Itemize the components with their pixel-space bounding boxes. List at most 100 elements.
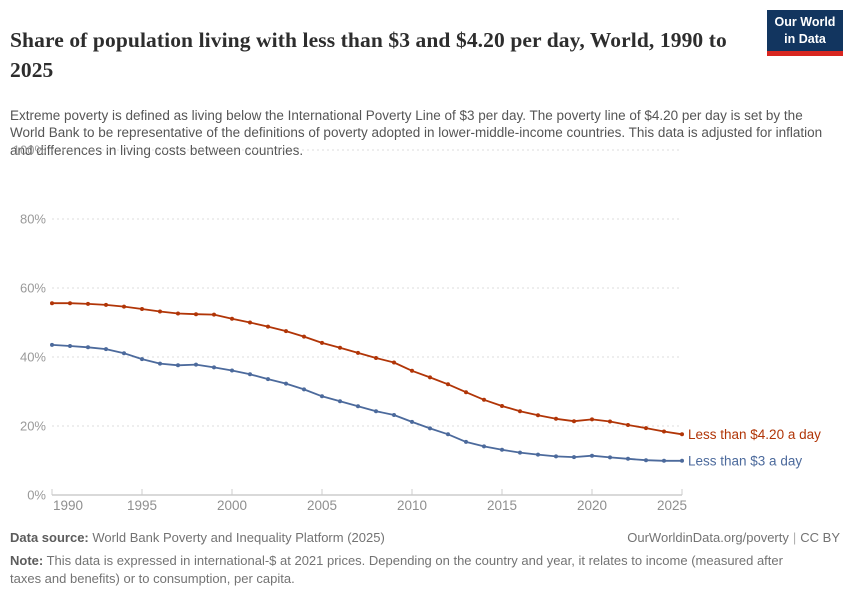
owid-logo[interactable]: Our World in Data	[767, 10, 843, 56]
line-chart[interactable]: 0% 20% 40% 60% 80% 100% 1990 1995 2000 2005 2010 20…	[0, 0, 850, 525]
legend-label-1[interactable]: Less than $3 a day	[688, 453, 802, 468]
data-point-0-2008[interactable]	[374, 356, 378, 360]
y-axis-label-0: 0%	[27, 488, 46, 503]
data-point-1-2015[interactable]	[500, 447, 504, 452]
data-point-0-2023[interactable]	[644, 426, 648, 431]
data-point-1-2016[interactable]	[518, 450, 522, 455]
legend-label-0[interactable]: Less than $4.20 a day	[688, 427, 821, 442]
data-point-0-2010[interactable]	[410, 368, 414, 373]
data-point-1-2025[interactable]	[680, 458, 684, 463]
footer-separator: |	[792, 530, 797, 545]
data-point-0-2004[interactable]	[302, 334, 306, 339]
footer-note: Note: This data is expressed in internat…	[10, 552, 810, 588]
data-point-1-2008[interactable]	[374, 409, 378, 414]
data-point-0-2001[interactable]	[248, 320, 252, 325]
data-point-1-1995[interactable]	[140, 357, 144, 362]
data-point-1-2006[interactable]	[338, 399, 342, 404]
y-axis-label-100: 100%	[13, 143, 47, 158]
y-axis-label-80: 80%	[20, 212, 46, 227]
data-point-0-2011[interactable]	[428, 375, 432, 380]
data-point-0-2006[interactable]	[338, 345, 342, 350]
y-axis-label-60: 60%	[20, 281, 46, 296]
series-line-0[interactable]	[52, 302, 683, 436]
data-point-1-2021[interactable]	[608, 455, 612, 460]
data-point-1-1990[interactable]	[50, 342, 54, 347]
data-point-0-2017[interactable]	[536, 413, 540, 418]
data-point-1-2005[interactable]	[320, 394, 324, 399]
data-point-0-1997[interactable]	[176, 311, 180, 316]
chart-subtitle: Extreme poverty is defined as living bel…	[10, 107, 823, 159]
data-point-0-2016[interactable]	[518, 409, 522, 414]
data-point-0-2018[interactable]	[554, 416, 558, 421]
data-point-1-2017[interactable]	[536, 452, 540, 457]
data-point-1-1992[interactable]	[86, 345, 90, 350]
owid-logo-line1: Our World	[774, 15, 836, 30]
data-point-1-2012[interactable]	[446, 432, 450, 437]
data-point-1-2010[interactable]	[410, 419, 414, 424]
data-point-0-1998[interactable]	[194, 312, 198, 317]
data-point-1-1997[interactable]	[176, 363, 180, 368]
data-point-1-2018[interactable]	[554, 454, 558, 459]
chart-footer: Data source: World Bank Poverty and Ineq…	[10, 530, 840, 588]
data-point-0-2013[interactable]	[464, 390, 468, 395]
data-point-0-1995[interactable]	[140, 307, 144, 311]
data-point-0-2012[interactable]	[446, 382, 450, 387]
data-point-0-1999[interactable]	[212, 312, 216, 317]
data-point-0-2000[interactable]	[230, 316, 234, 321]
data-point-1-2000[interactable]	[230, 368, 234, 373]
owid-url-link[interactable]: OurWorldinData.org/poverty	[627, 530, 789, 545]
data-point-0-1990[interactable]	[50, 301, 54, 306]
data-point-1-2019[interactable]	[572, 455, 576, 460]
data-point-1-1999[interactable]	[212, 365, 216, 370]
footer-source-row: Data source: World Bank Poverty and Ineq…	[10, 530, 840, 545]
data-point-1-2002[interactable]	[266, 377, 270, 382]
x-axis-label-2005: 2005	[307, 498, 337, 513]
data-point-0-2009[interactable]	[392, 360, 396, 365]
data-point-1-1991[interactable]	[68, 344, 72, 348]
data-point-1-2014[interactable]	[482, 444, 486, 449]
y-axis-label-40: 40%	[20, 350, 46, 365]
data-point-0-2024[interactable]	[662, 429, 666, 434]
data-point-0-1996[interactable]	[158, 309, 162, 314]
data-point-1-1996[interactable]	[158, 361, 162, 366]
data-point-0-2007[interactable]	[356, 350, 360, 355]
data-point-1-2013[interactable]	[464, 439, 468, 444]
x-axis-label-2015: 2015	[487, 498, 517, 513]
data-source-value: World Bank Poverty and Inequality Platfo…	[92, 530, 385, 545]
data-point-0-2019[interactable]	[572, 419, 576, 424]
data-point-1-1994[interactable]	[122, 351, 126, 356]
data-point-1-1998[interactable]	[194, 362, 198, 367]
data-point-0-2022[interactable]	[626, 423, 630, 427]
data-point-0-2015[interactable]	[500, 404, 504, 408]
data-point-1-1993[interactable]	[104, 347, 108, 352]
data-point-0-2005[interactable]	[320, 340, 324, 345]
data-point-0-2020[interactable]	[590, 417, 594, 422]
data-point-1-2022[interactable]	[626, 456, 630, 461]
data-point-1-2001[interactable]	[248, 372, 252, 377]
data-point-0-1992[interactable]	[86, 301, 90, 306]
series-line-1[interactable]	[51, 344, 682, 462]
data-point-1-2023[interactable]	[644, 458, 648, 463]
data-point-0-1991[interactable]	[68, 301, 72, 306]
data-point-0-2014[interactable]	[482, 397, 486, 402]
data-point-1-2004[interactable]	[302, 387, 306, 392]
x-axis-label-2025: 2025	[657, 498, 687, 513]
data-point-1-2020[interactable]	[590, 453, 594, 458]
data-point-1-2007[interactable]	[356, 404, 360, 409]
y-axis-label-20: 20%	[20, 419, 46, 434]
data-point-0-2021[interactable]	[608, 419, 612, 424]
x-axis-label-2010: 2010	[397, 498, 427, 513]
data-point-0-1994[interactable]	[122, 304, 126, 309]
data-point-1-2009[interactable]	[392, 413, 396, 417]
data-point-0-2025[interactable]	[680, 432, 684, 437]
data-point-1-2011[interactable]	[428, 426, 432, 431]
license-link[interactable]: CC BY	[800, 530, 840, 545]
data-point-0-2003[interactable]	[284, 329, 288, 334]
data-point-0-2002[interactable]	[266, 324, 270, 329]
data-point-0-1993[interactable]	[104, 302, 108, 307]
x-axis-label-2020: 2020	[577, 498, 607, 513]
x-axis-label-2000: 2000	[217, 498, 247, 513]
data-source: Data source: World Bank Poverty and Ineq…	[10, 530, 385, 545]
data-point-1-2003[interactable]	[284, 381, 288, 386]
data-point-1-2024[interactable]	[662, 458, 666, 463]
